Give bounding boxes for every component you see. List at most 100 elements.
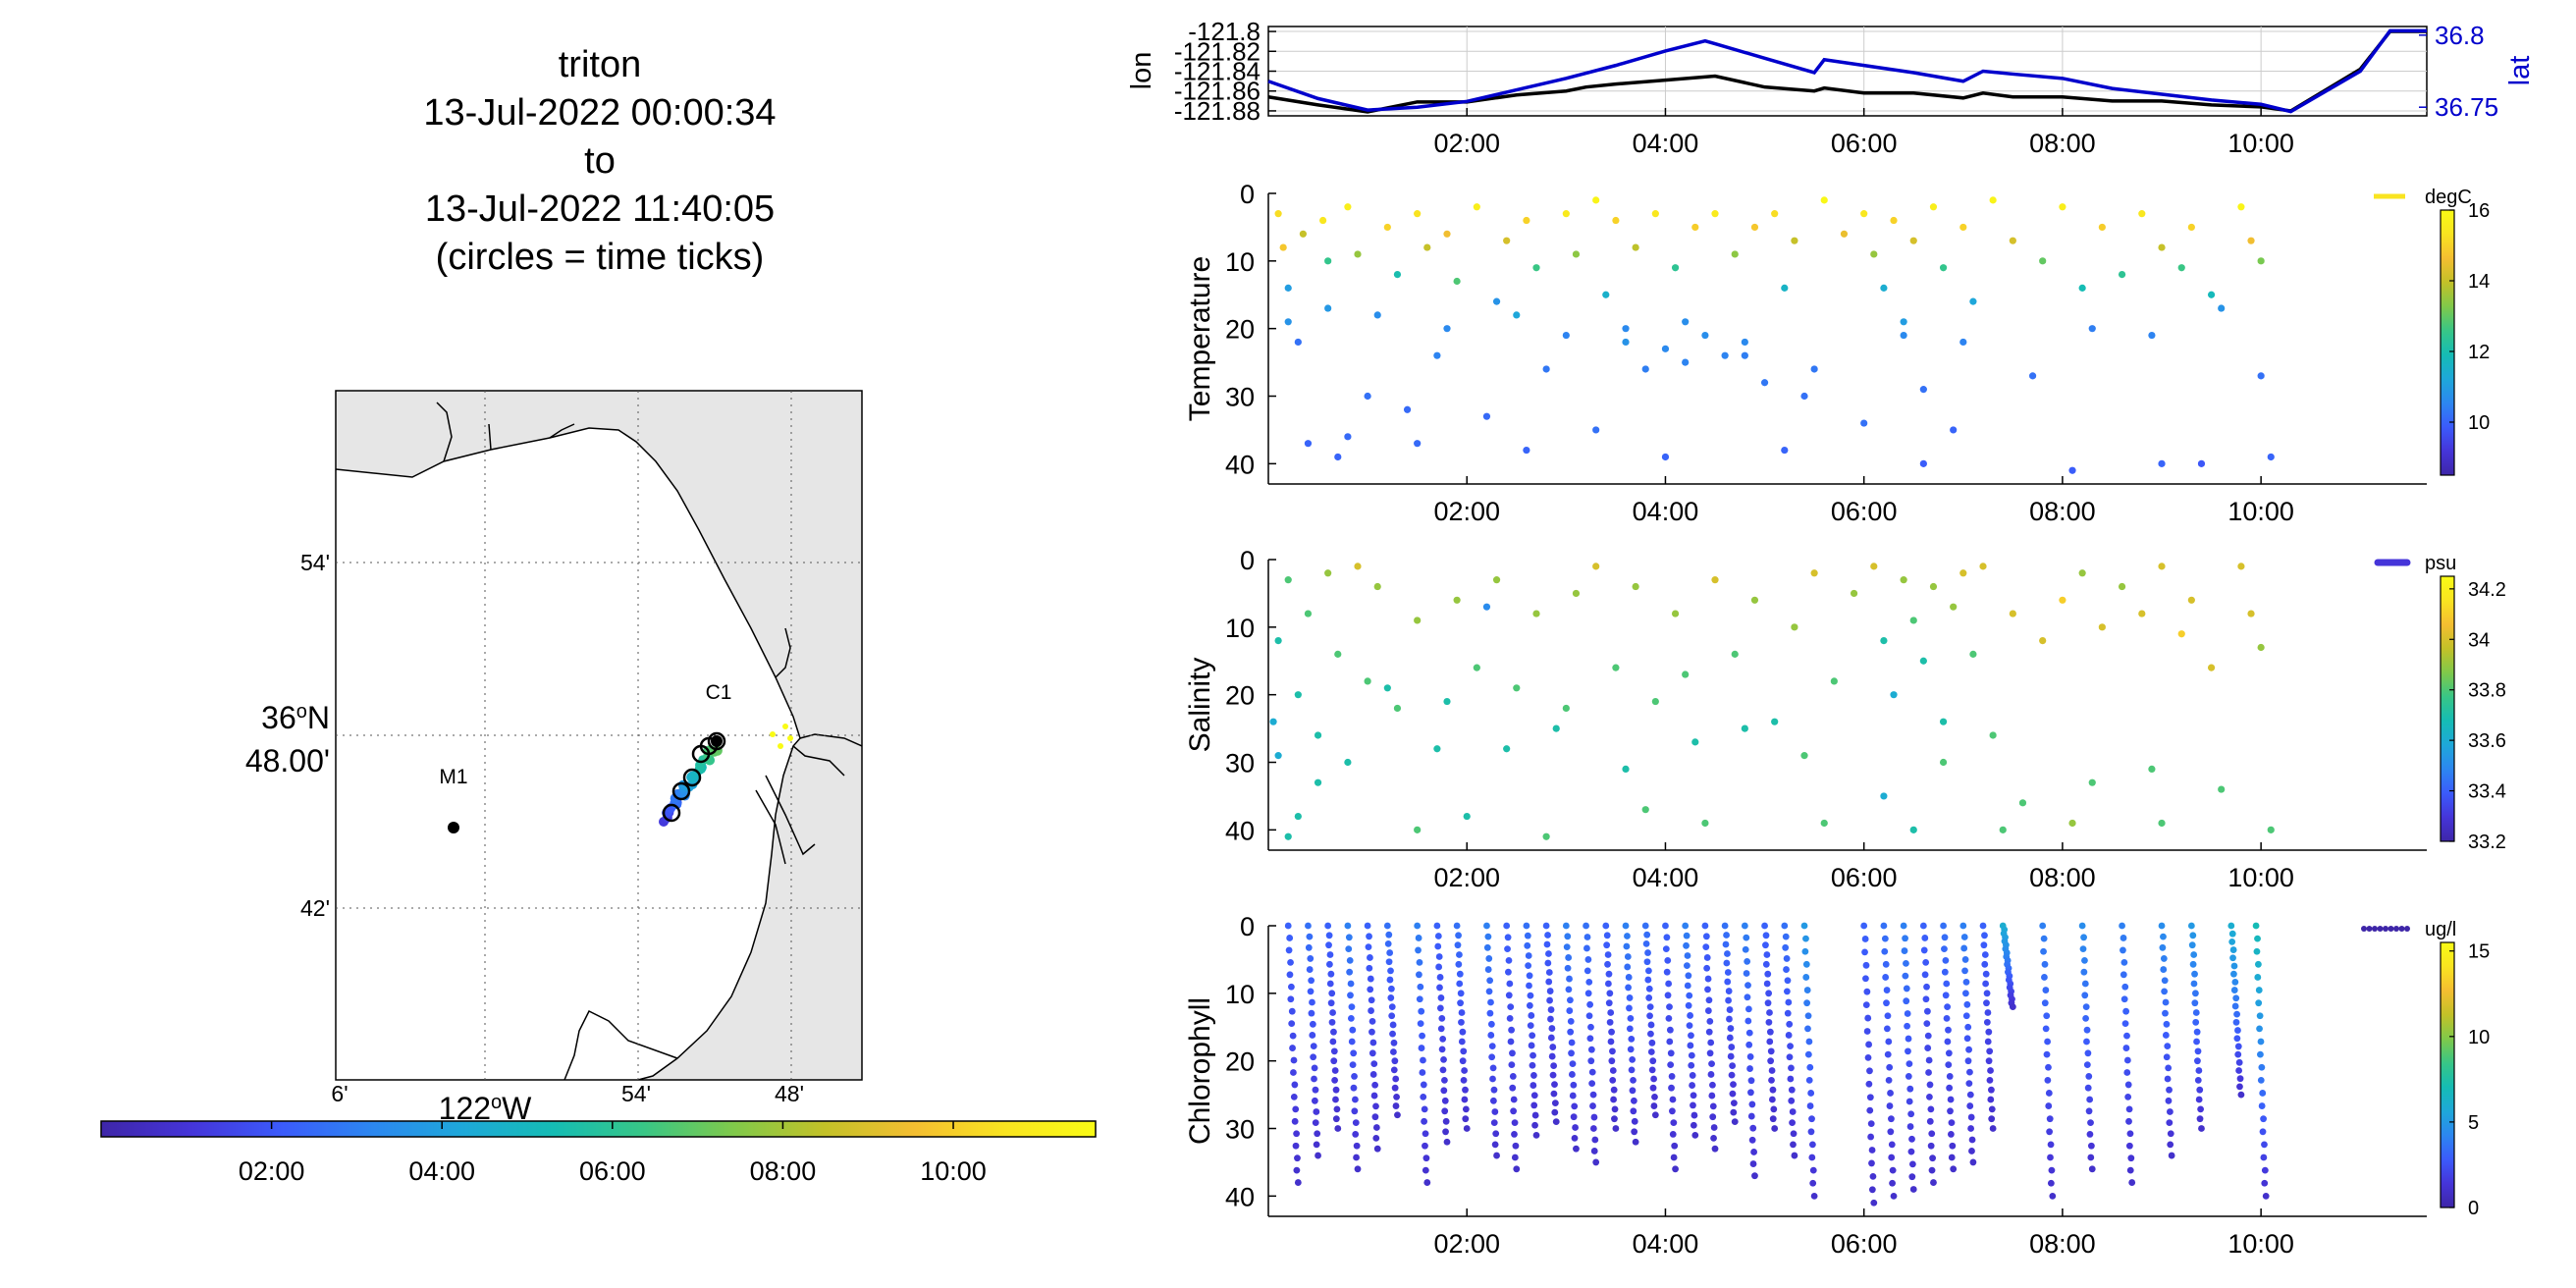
scatter-point	[1788, 1064, 1795, 1072]
legend-label: degC	[2425, 187, 2472, 208]
scatter-point	[1741, 351, 1748, 359]
scatter-point	[2218, 304, 2226, 312]
scatter-point	[1293, 1166, 1301, 1174]
scatter-point	[1986, 1076, 1994, 1084]
scatter-point	[2193, 1038, 2200, 1046]
scatter-point	[2080, 934, 2087, 941]
scatter-point	[2230, 962, 2238, 970]
scatter-point	[1436, 984, 1443, 992]
scatter-point	[1453, 277, 1461, 286]
scatter-point	[2255, 999, 2263, 1007]
scatter-point	[1665, 980, 1673, 988]
scatter-point	[1941, 968, 1949, 976]
scatter-point	[2049, 1192, 2057, 1200]
scatter-point	[1626, 1004, 1633, 1012]
scatter-point	[1960, 944, 1968, 952]
scatter-point	[1313, 1108, 1320, 1115]
scatter-point	[2187, 223, 2195, 232]
x-tick-label: 04:00	[1633, 1229, 1699, 1259]
y-tick-label: 0	[1240, 546, 1255, 575]
scatter-point	[2120, 958, 2128, 966]
scatter-point	[2257, 1038, 2265, 1046]
scatter-point	[1861, 936, 1869, 942]
scatter-point	[1461, 1096, 1469, 1103]
scatter-point	[1908, 1173, 1916, 1181]
scatter-point	[1368, 1028, 1375, 1036]
scatter-point	[1927, 1105, 1935, 1113]
y-tick-label: 40	[1225, 816, 1255, 845]
scatter-point	[1414, 922, 1422, 930]
scatter-point	[1415, 935, 1422, 941]
scatter-point	[2041, 974, 2048, 981]
scatter-point	[1791, 623, 1798, 631]
scatter-point	[1439, 1035, 1447, 1043]
scatter-point	[1764, 999, 1772, 1007]
scatter-point	[1454, 941, 1462, 949]
scatter-point	[1365, 943, 1372, 951]
scatter-point	[1587, 1057, 1595, 1065]
scatter-point	[1391, 1084, 1399, 1092]
scatter-point	[2120, 935, 2127, 941]
scatter-point	[1389, 1030, 1396, 1038]
scatter-point	[1587, 1046, 1595, 1053]
scatter-point	[1840, 230, 1849, 238]
scatter-point	[1523, 446, 1530, 455]
scatter-point	[2082, 1003, 2090, 1011]
scatter-point	[1641, 922, 1649, 930]
scatter-point	[1721, 351, 1729, 359]
scatter-point	[1800, 752, 1808, 760]
scatter-point	[2081, 980, 2089, 988]
scatter-point	[1887, 1128, 1895, 1136]
scatter-point	[1781, 446, 1789, 455]
scatter-point	[1705, 1028, 1713, 1036]
scatter-point	[2258, 1063, 2266, 1071]
scatter-point	[2254, 974, 2262, 981]
time-colorbar-tick-label: 06:00	[579, 1156, 646, 1186]
map-lon-labels: 6' 122oW 54' 48'	[331, 1081, 804, 1126]
scatter-point	[1668, 1084, 1675, 1092]
scatter-point	[2028, 372, 2037, 380]
scatter-point	[1572, 250, 1581, 258]
y-tick-label: 20	[1225, 315, 1255, 345]
scatter-point	[2165, 1097, 2173, 1104]
scatter-point	[1372, 1124, 1380, 1131]
scatter-point	[1744, 993, 1751, 1001]
scatter-point	[1488, 1053, 1496, 1061]
time-tick-circle	[671, 781, 691, 801]
scatter-point	[1612, 664, 1620, 671]
scatter-point	[1889, 1166, 1897, 1174]
scatter-point	[2167, 1130, 2174, 1138]
scatter-point	[1889, 1179, 1896, 1187]
scatter-point	[1592, 563, 1600, 570]
scatter-point	[1686, 992, 1693, 999]
lon-axis-label: lon	[1126, 52, 1157, 90]
scatter-point	[2234, 1043, 2242, 1050]
scatter-point	[2227, 922, 2235, 930]
scatter-point	[1882, 960, 1890, 968]
scatter-point	[1609, 1047, 1616, 1055]
scatter-point	[1486, 1009, 1494, 1017]
scatter-point	[1883, 1025, 1891, 1033]
scatter-point	[1334, 453, 1342, 461]
scatter-point	[1664, 992, 1672, 999]
scatter-point	[1742, 945, 1749, 953]
scatter-point	[1542, 922, 1550, 930]
scatter-point	[1503, 237, 1511, 244]
scatter-point	[1566, 996, 1574, 1004]
scatter-point	[1630, 1076, 1637, 1084]
scatter-point	[1441, 1107, 1449, 1115]
lon-tick-label: -121.84	[1174, 57, 1261, 86]
scatter-point	[1710, 1134, 1717, 1142]
y-tick-label: 30	[1225, 383, 1255, 412]
scatter-point	[1392, 1102, 1400, 1109]
scatter-point	[1926, 1093, 1933, 1100]
scatter-point	[1530, 1092, 1538, 1100]
scatter-point	[1769, 1086, 1777, 1094]
scatter-point	[1420, 1056, 1426, 1064]
scatter-point	[1985, 1028, 1993, 1036]
scatter-point	[1462, 1086, 1469, 1094]
scatter-point	[1330, 1047, 1338, 1055]
scatter-point	[1473, 664, 1480, 671]
scatter-point	[1708, 1092, 1716, 1100]
scatter-point	[1985, 1057, 1993, 1065]
